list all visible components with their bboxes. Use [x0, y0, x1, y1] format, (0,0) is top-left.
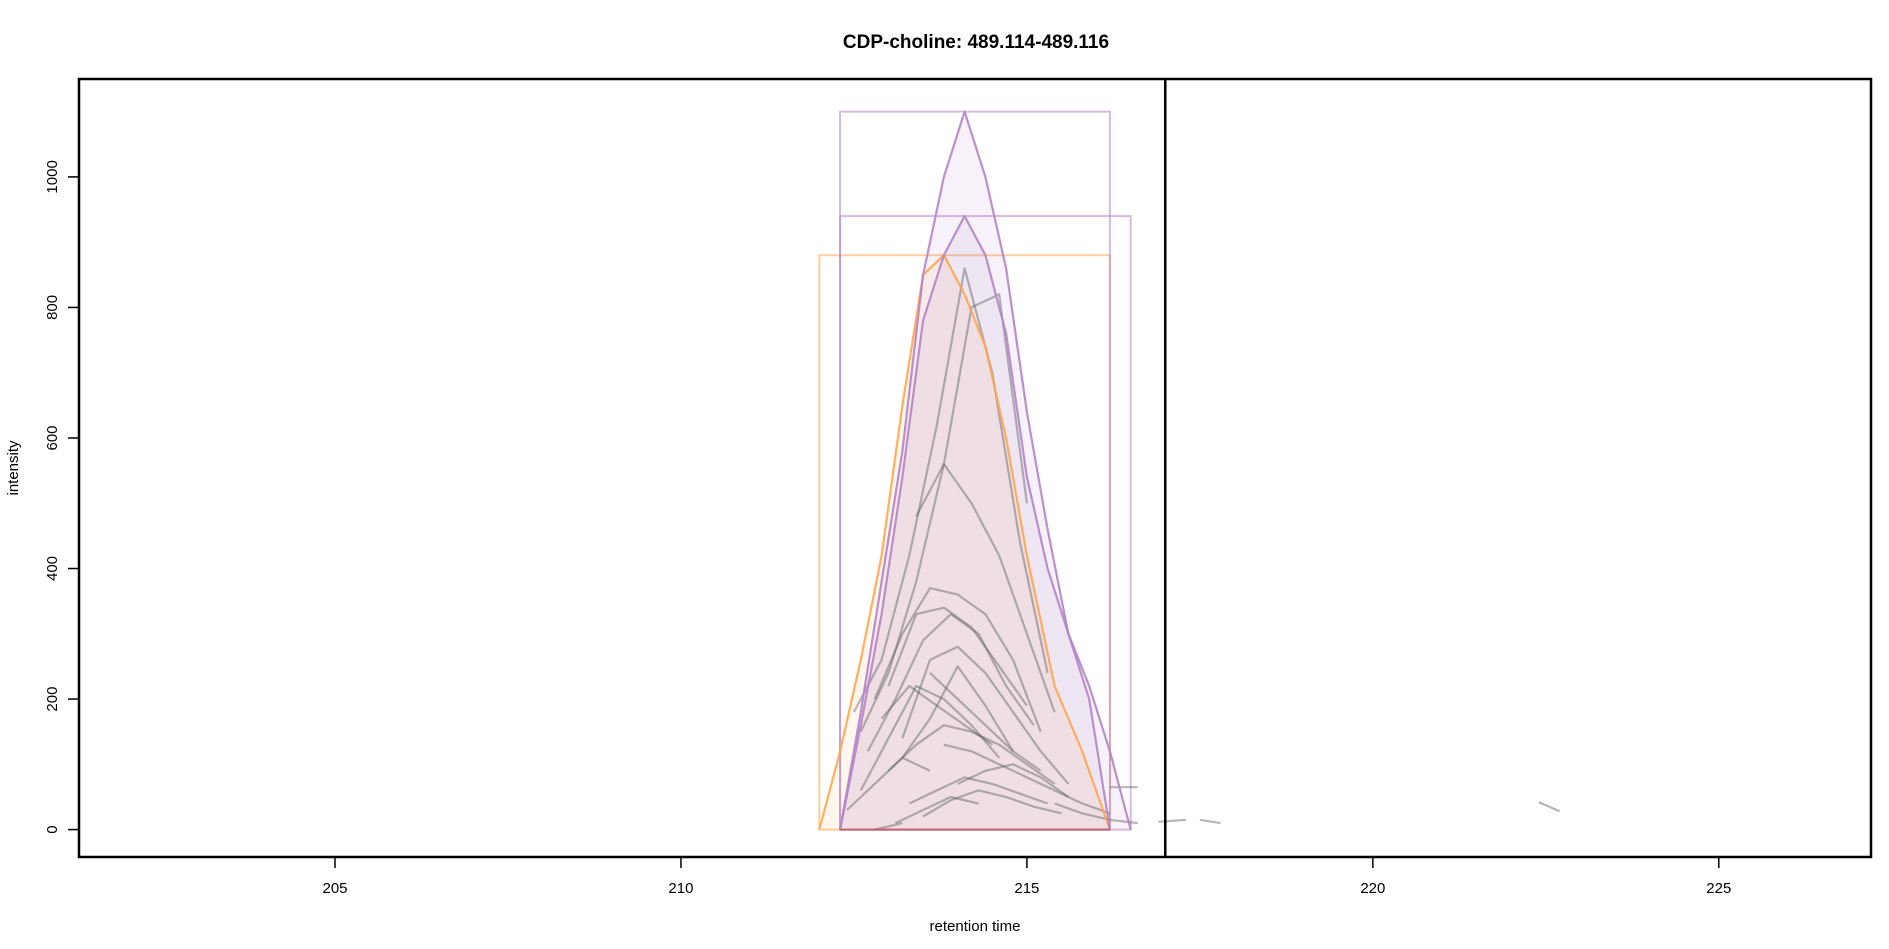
peak-lines [818, 110, 1132, 831]
trace-12 [901, 665, 1015, 759]
background-traces [846, 267, 1561, 831]
trace-2 [915, 463, 1056, 713]
y-tick-label-2: 400 [44, 556, 61, 581]
trace-11 [922, 789, 1062, 818]
x-tick-label-1: 210 [668, 880, 693, 897]
x-axis-label: retention time [930, 918, 1021, 935]
y-tick-label-3: 600 [44, 425, 61, 450]
trace-15 [957, 763, 1070, 798]
trace-14 [943, 743, 1111, 815]
y-tick-label-0: 0 [44, 825, 61, 833]
trace-0 [852, 267, 1049, 713]
y-tick-label-4: 800 [44, 295, 61, 320]
peak-area-2 [840, 216, 1131, 830]
trace-20 [1158, 818, 1187, 823]
trace-18 [1054, 802, 1138, 825]
trace-3 [873, 586, 1042, 733]
y-axis-label: intensity [5, 440, 22, 496]
trace-6 [901, 645, 1070, 785]
x-tick-label-4: 225 [1706, 880, 1731, 897]
peak-line-0 [818, 254, 1111, 830]
x-tick-label-3: 220 [1360, 880, 1385, 897]
trace-10 [908, 776, 1048, 805]
y-tick-label-1: 200 [44, 687, 61, 712]
x-tick-label-0: 205 [322, 880, 347, 897]
trace-4 [887, 606, 1028, 707]
y-tick-label-5: 1000 [44, 160, 61, 193]
trace-8 [929, 672, 1042, 772]
x-tick-label-2: 215 [1014, 880, 1039, 897]
plot-frame [77, 77, 1873, 859]
x-axis: 205 210 215 220 225 [322, 857, 1731, 897]
peak-area-1 [840, 111, 1110, 830]
y-axis: 0 200 400 600 800 1000 [44, 160, 79, 834]
peak-area-0 [819, 255, 1110, 830]
trace-23 [874, 822, 903, 831]
trace-7 [859, 684, 1001, 791]
trace-21 [1199, 818, 1221, 825]
trace-17 [894, 795, 979, 825]
trace-1 [859, 293, 1028, 733]
trace-16 [880, 684, 993, 746]
peak-line-2 [839, 215, 1132, 830]
trace-9 [887, 724, 1056, 785]
peak-fills [819, 111, 1131, 830]
peak-line-1 [839, 110, 1111, 830]
trace-22 [1538, 801, 1561, 813]
trace-5 [866, 613, 1035, 752]
trace-13 [846, 756, 931, 811]
chart-title: CDP-choline: 489.114-489.116 [843, 32, 1109, 53]
